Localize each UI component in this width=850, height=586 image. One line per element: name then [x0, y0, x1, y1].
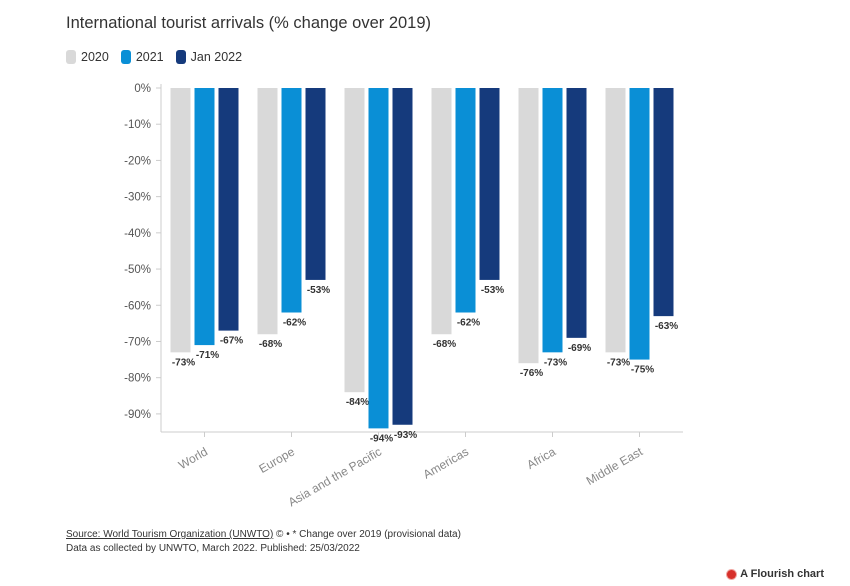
- footer-published-line: Data as collected by UNWTO, March 2022. …: [66, 543, 360, 554]
- data-label: -68%: [259, 339, 282, 350]
- y-tick-label: -60%: [124, 300, 151, 312]
- x-tick-label: World: [176, 444, 210, 472]
- legend-item-2020[interactable]: 2020: [66, 50, 109, 64]
- data-label: -71%: [196, 350, 219, 361]
- legend-item-jan-2022[interactable]: Jan 2022: [175, 50, 243, 64]
- data-label: -53%: [481, 285, 504, 296]
- data-label: -76%: [520, 368, 543, 379]
- bar: [368, 88, 389, 429]
- data-label: -62%: [457, 318, 480, 329]
- x-tick-label: Europe: [256, 444, 297, 476]
- bar: [281, 88, 302, 313]
- bar: [392, 88, 413, 425]
- bar: [479, 88, 500, 280]
- data-label: -69%: [568, 343, 591, 354]
- y-tick-label: -10%: [124, 119, 151, 131]
- data-label: -63%: [655, 321, 678, 332]
- data-label: -73%: [607, 357, 630, 368]
- legend-label-2020: 2020: [81, 50, 109, 64]
- data-label: -73%: [172, 357, 195, 368]
- bar: [305, 88, 326, 280]
- flourish-logo-icon: [727, 569, 737, 579]
- bar: [194, 88, 215, 346]
- bar: [218, 88, 239, 331]
- data-label: -67%: [220, 336, 243, 347]
- x-tick-label: Middle East: [584, 444, 646, 488]
- footer: Source: World Tourism Organization (UNWT…: [66, 528, 461, 556]
- y-tick-label: -20%: [124, 155, 151, 167]
- bar: [170, 88, 191, 353]
- legend-label-2021: 2021: [135, 50, 164, 64]
- x-tick-label: Asia and the Pacific: [286, 444, 384, 509]
- flourish-credit[interactable]: A Flourish chart: [727, 568, 824, 580]
- bar: [566, 88, 587, 338]
- chart-title: International tourist arrivals (% change…: [66, 14, 432, 32]
- x-tick-label: Americas: [421, 444, 471, 481]
- bar: [605, 88, 626, 353]
- bar: [629, 88, 650, 360]
- bar: [257, 88, 278, 335]
- data-label: -73%: [544, 357, 567, 368]
- data-label: -84%: [346, 397, 369, 408]
- bar: [431, 88, 452, 335]
- source-note: © • * Change over 2019 (provisional data…: [273, 529, 461, 540]
- data-label: -75%: [631, 365, 654, 376]
- footer-source-line: Source: World Tourism Organization (UNWT…: [66, 528, 461, 542]
- bar: [518, 88, 539, 364]
- y-tick-label: -90%: [124, 409, 151, 421]
- y-tick-label: -30%: [124, 192, 151, 204]
- legend-item-2021[interactable]: 2021: [120, 50, 164, 64]
- data-label: -53%: [307, 285, 330, 296]
- legend-swatch-2021: [120, 50, 131, 64]
- y-tick-label: 0%: [134, 83, 151, 95]
- legend-swatch-jan-2022: [175, 50, 186, 64]
- y-tick-label: -40%: [124, 228, 151, 240]
- legend-swatch-2020: [66, 50, 76, 64]
- data-label: -94%: [370, 433, 393, 444]
- legend: 2020 2021 Jan 2022: [66, 50, 242, 64]
- flourish-credit-label: A Flourish chart: [740, 568, 824, 580]
- x-tick-label: Africa: [524, 444, 558, 472]
- data-label: -68%: [433, 339, 456, 350]
- source-link[interactable]: Source: World Tourism Organization (UNWT…: [66, 529, 274, 540]
- bar: [344, 88, 365, 393]
- bar: [455, 88, 476, 313]
- bar: [653, 88, 674, 317]
- y-tick-label: -50%: [124, 264, 151, 276]
- legend-label-jan-2022: Jan 2022: [190, 50, 243, 64]
- data-label: -62%: [283, 318, 306, 329]
- data-label: -93%: [394, 430, 417, 441]
- y-tick-label: -70%: [124, 336, 151, 348]
- y-tick-label: -80%: [124, 373, 151, 385]
- bar: [542, 88, 563, 353]
